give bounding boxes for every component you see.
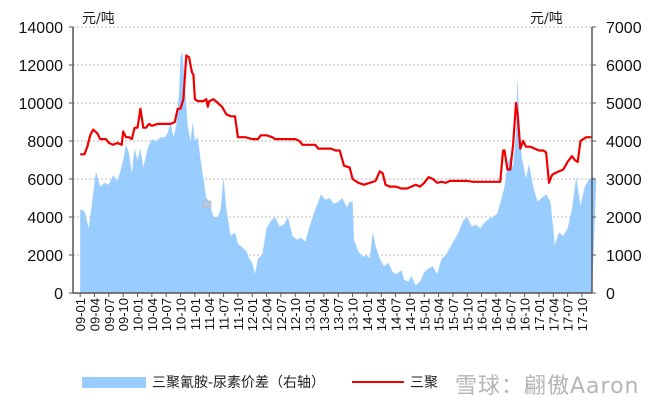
svg-text:15-07: 15-07 [446, 298, 461, 331]
legend-item-spread: 三聚氰胺-尿素价差（右轴） [82, 372, 325, 392]
right-axis-ticks: 0 1000 2000 3000 4000 5000 6000 7000 [592, 20, 642, 303]
x-axis-ticks: 09-01 09-04 09-07 09-10 10-01 10-04 10-07 10-10… [73, 293, 590, 331]
svg-text:4000: 4000 [27, 210, 63, 227]
svg-text:14-07: 14-07 [389, 298, 404, 331]
legend-area-label: 三聚氰胺-尿素价差（右轴） [152, 375, 326, 391]
svg-text:13-10: 13-10 [346, 298, 361, 331]
right-axis-unit: 元/吨 [530, 11, 563, 27]
svg-text:09-01: 09-01 [73, 298, 88, 331]
svg-text:13-01: 13-01 [303, 298, 318, 331]
svg-text:0: 0 [54, 286, 63, 303]
svg-text:8000: 8000 [27, 134, 63, 151]
left-axis-unit: 元/吨 [82, 11, 115, 27]
svg-text:10-01: 10-01 [131, 298, 146, 331]
svg-text:12000: 12000 [19, 58, 64, 75]
svg-text:11-07: 11-07 [217, 298, 232, 330]
svg-text:16-04: 16-04 [489, 298, 504, 331]
svg-text:14000: 14000 [19, 20, 64, 37]
svg-text:2000: 2000 [27, 248, 63, 265]
svg-text:12-04: 12-04 [260, 298, 275, 331]
svg-text:15-10: 15-10 [460, 298, 475, 331]
svg-text:09-04: 09-04 [88, 298, 103, 331]
svg-text:10000: 10000 [19, 96, 64, 113]
svg-text:6000: 6000 [606, 58, 642, 75]
svg-text:11-01: 11-01 [188, 298, 203, 330]
svg-text:17-07: 17-07 [561, 298, 576, 331]
svg-text:17-01: 17-01 [532, 298, 547, 331]
svg-text:10-04: 10-04 [145, 298, 160, 331]
svg-text:13-07: 13-07 [331, 298, 346, 331]
svg-text:4000: 4000 [606, 134, 642, 151]
svg-text:15-01: 15-01 [417, 298, 432, 331]
svg-text:17-10: 17-10 [575, 298, 590, 331]
svg-text:6000: 6000 [27, 172, 63, 189]
doc-icon [202, 200, 212, 209]
left-axis-ticks: 0 2000 4000 6000 8000 10000 12000 14000 [19, 20, 73, 303]
svg-text:13-04: 13-04 [317, 298, 332, 331]
svg-text:17-04: 17-04 [546, 298, 561, 331]
svg-text:3000: 3000 [606, 172, 642, 189]
svg-text:0: 0 [606, 286, 615, 303]
legend-line-swatch [352, 381, 404, 383]
svg-text:10-07: 10-07 [159, 298, 174, 331]
svg-text:7000: 7000 [606, 20, 642, 37]
legend-line-label: 三聚 [410, 375, 438, 391]
svg-text:16-10: 16-10 [518, 298, 533, 331]
watermark: 雪球：翩傲Aaron [455, 374, 640, 399]
legend-area-swatch [82, 376, 146, 388]
svg-text:1000: 1000 [606, 248, 642, 265]
svg-text:12-10: 12-10 [288, 298, 303, 331]
svg-text:09-10: 09-10 [116, 298, 131, 331]
axes [72, 27, 593, 294]
svg-text:2000: 2000 [606, 210, 642, 227]
svg-text:5000: 5000 [606, 96, 642, 113]
svg-text:14-04: 14-04 [374, 298, 389, 331]
legend-item-melamine: 三聚 [352, 372, 438, 392]
svg-text:11-10: 11-10 [231, 298, 246, 330]
svg-text:11-04: 11-04 [202, 298, 217, 330]
svg-text:09-07: 09-07 [102, 298, 117, 331]
svg-text:10-10: 10-10 [174, 298, 189, 331]
melamine-price-line-series [80, 54, 592, 190]
svg-text:12-01: 12-01 [245, 298, 260, 331]
svg-text:15-04: 15-04 [432, 298, 447, 331]
svg-text:12-07: 12-07 [274, 298, 289, 331]
svg-text:16-07: 16-07 [503, 298, 518, 331]
spread-area-series [80, 51, 597, 294]
svg-text:14-10: 14-10 [403, 298, 418, 331]
svg-text:14-01: 14-01 [360, 298, 375, 331]
svg-text:16-01: 16-01 [475, 298, 490, 331]
